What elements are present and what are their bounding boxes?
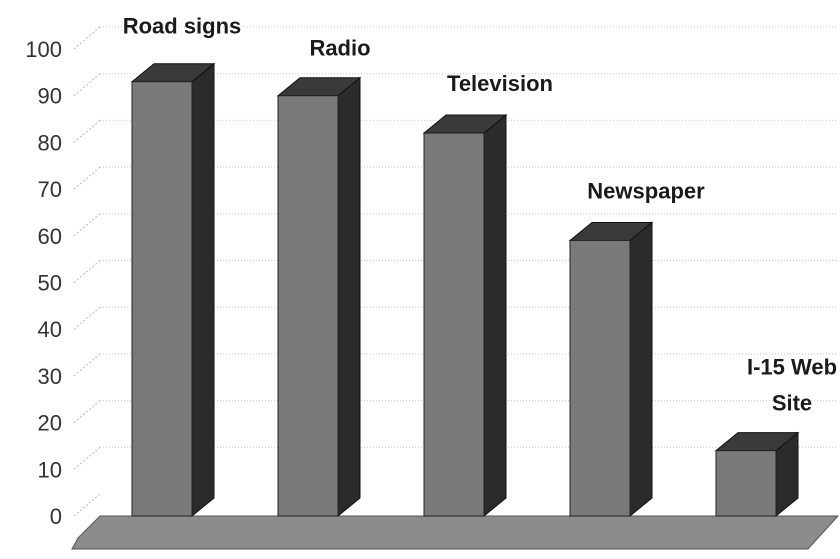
y-tick-label: 90: [38, 84, 62, 109]
bar: [131, 81, 193, 517]
bar-category-label: I-15 Web Site: [747, 355, 837, 416]
grid-depth-connector: [73, 260, 101, 283]
y-tick-label: 10: [38, 457, 62, 482]
chart-floor: [71, 515, 840, 550]
grid-depth-connector: [73, 493, 101, 517]
bar: [715, 450, 777, 517]
bar-category-label: Television: [447, 71, 553, 96]
grid-depth-connector: [73, 213, 101, 237]
y-tick-label: 50: [38, 271, 62, 296]
y-tick-label: 70: [38, 177, 62, 202]
bar-side-face: [483, 114, 507, 518]
y-tick-label: 40: [38, 317, 62, 342]
bar: [277, 95, 339, 517]
y-tick-label: 20: [38, 411, 62, 436]
grid-depth-connector: [73, 446, 101, 470]
y-tick-label: 100: [25, 37, 62, 62]
bar: [569, 239, 631, 517]
bar-category-label: Radio: [309, 36, 370, 61]
grid-depth-connector: [73, 120, 101, 143]
y-tick-label: 80: [38, 130, 62, 155]
y-tick-label: 30: [38, 364, 62, 389]
grid-depth-connector: [73, 166, 101, 190]
y-tick-label: 0: [50, 504, 62, 529]
grid-depth-connector: [73, 400, 101, 423]
grid-depth-connector: [73, 353, 101, 377]
bar-category-label: Road signs: [123, 14, 242, 39]
bar-side-face: [337, 76, 361, 518]
bar-side-face: [629, 221, 653, 518]
y-tick-label: 60: [38, 224, 62, 249]
grid-depth-connector: [73, 306, 101, 330]
bar: [423, 132, 485, 517]
bar-side-face: [191, 62, 215, 518]
grid-depth-connector: [73, 73, 101, 97]
grid-depth-connector: [73, 26, 101, 50]
bar-category-label: Newspaper: [587, 178, 705, 203]
